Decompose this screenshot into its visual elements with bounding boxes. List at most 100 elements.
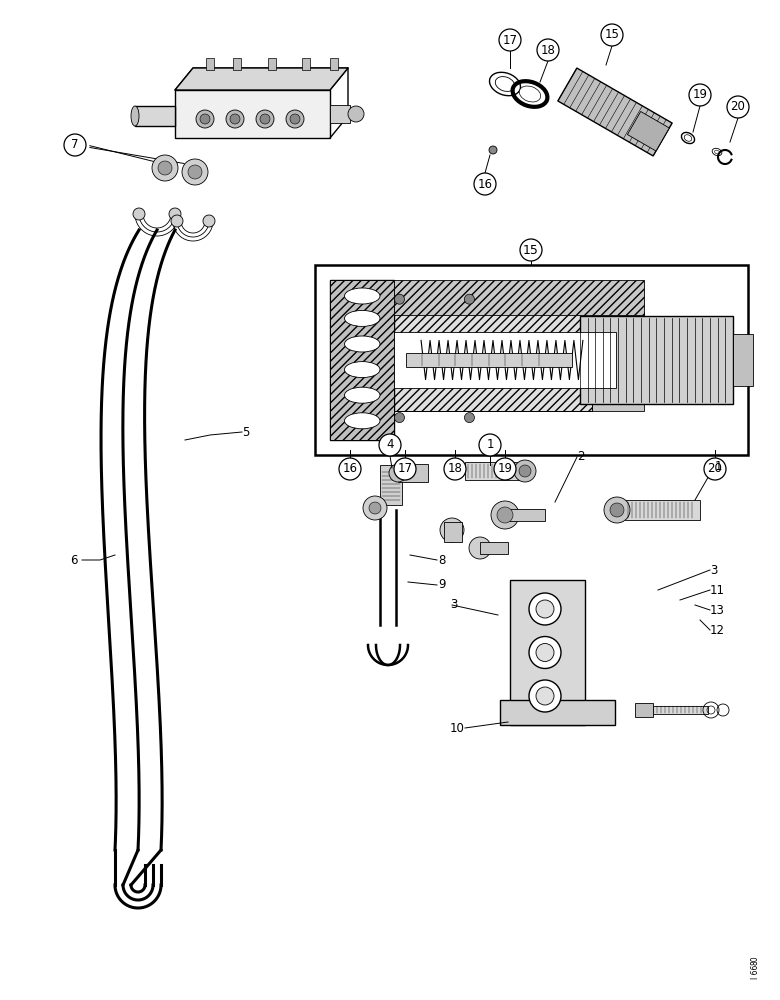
Ellipse shape [345,387,380,403]
Bar [268,58,275,70]
Circle shape [339,458,361,480]
Ellipse shape [345,336,380,352]
Text: 17: 17 [502,33,517,46]
Circle shape [536,600,554,618]
Circle shape [171,215,183,227]
Text: 2: 2 [577,450,584,464]
Bar [510,580,585,725]
Text: 16: 16 [342,462,357,476]
Circle shape [394,458,416,480]
Text: 11: 11 [710,584,725,596]
Bar [465,462,520,480]
Text: 8: 8 [438,554,445,566]
Text: I 66: I 66 [750,965,760,979]
Text: 10: 10 [450,722,465,734]
Circle shape [536,687,554,705]
Polygon shape [627,111,669,151]
Circle shape [464,413,474,423]
Circle shape [182,159,208,185]
Circle shape [290,114,300,124]
Circle shape [689,84,711,106]
Circle shape [537,39,559,61]
Circle shape [369,502,381,514]
Text: 3: 3 [450,598,457,611]
Circle shape [200,114,210,124]
Circle shape [514,460,536,482]
Circle shape [494,458,516,480]
Ellipse shape [345,362,380,378]
Text: 7: 7 [71,138,79,151]
Ellipse shape [345,310,380,326]
Text: 1: 1 [486,438,494,452]
Circle shape [529,637,561,668]
Bar [444,522,462,542]
Ellipse shape [519,86,541,102]
Circle shape [497,507,513,523]
Circle shape [601,24,623,46]
Bar [395,332,616,388]
Bar [733,334,753,386]
Circle shape [226,110,244,128]
Bar [330,382,592,411]
Circle shape [469,537,491,559]
Bar [406,353,572,367]
Bar [302,58,310,70]
Circle shape [536,644,554,662]
Circle shape [133,208,145,220]
Circle shape [64,134,86,156]
Circle shape [169,208,181,220]
Text: 19: 19 [498,462,512,476]
Text: 3: 3 [710,564,718,576]
Text: 18: 18 [541,43,555,56]
Circle shape [464,294,474,304]
Circle shape [348,106,364,122]
Circle shape [395,413,405,423]
Bar [398,464,428,482]
Circle shape [727,96,749,118]
Circle shape [479,434,501,456]
Polygon shape [558,68,672,156]
Text: 1: 1 [715,460,722,474]
Text: 4: 4 [386,438,394,452]
Ellipse shape [345,413,380,429]
Text: 9: 9 [438,578,445,591]
Text: 17: 17 [398,462,413,476]
Text: 5: 5 [242,426,250,438]
Bar [505,509,545,521]
Circle shape [260,114,270,124]
Bar [329,58,338,70]
Circle shape [363,496,387,520]
Bar [315,265,748,455]
Bar [380,465,402,505]
Bar [653,706,708,714]
Polygon shape [175,68,348,90]
Bar [395,312,644,411]
Text: 18: 18 [448,462,463,476]
Circle shape [440,518,464,542]
Bar [580,316,733,404]
Circle shape [489,146,497,154]
Text: 13: 13 [710,603,725,616]
Circle shape [444,458,466,480]
Circle shape [286,110,304,128]
Circle shape [395,294,405,304]
Circle shape [610,503,624,517]
Bar [395,280,644,315]
Bar [175,90,330,138]
Bar [330,105,350,123]
Bar [330,280,395,440]
Circle shape [520,239,542,261]
Circle shape [379,434,401,456]
Circle shape [474,173,496,195]
Circle shape [230,114,240,124]
Circle shape [529,680,561,712]
Text: 6: 6 [70,554,77,566]
Circle shape [499,29,521,51]
Text: 20: 20 [731,101,746,113]
Circle shape [604,497,630,523]
Text: 12: 12 [710,624,725,637]
Text: 20: 20 [707,462,722,476]
Bar [330,312,592,341]
Circle shape [158,161,172,175]
Bar [395,312,644,411]
